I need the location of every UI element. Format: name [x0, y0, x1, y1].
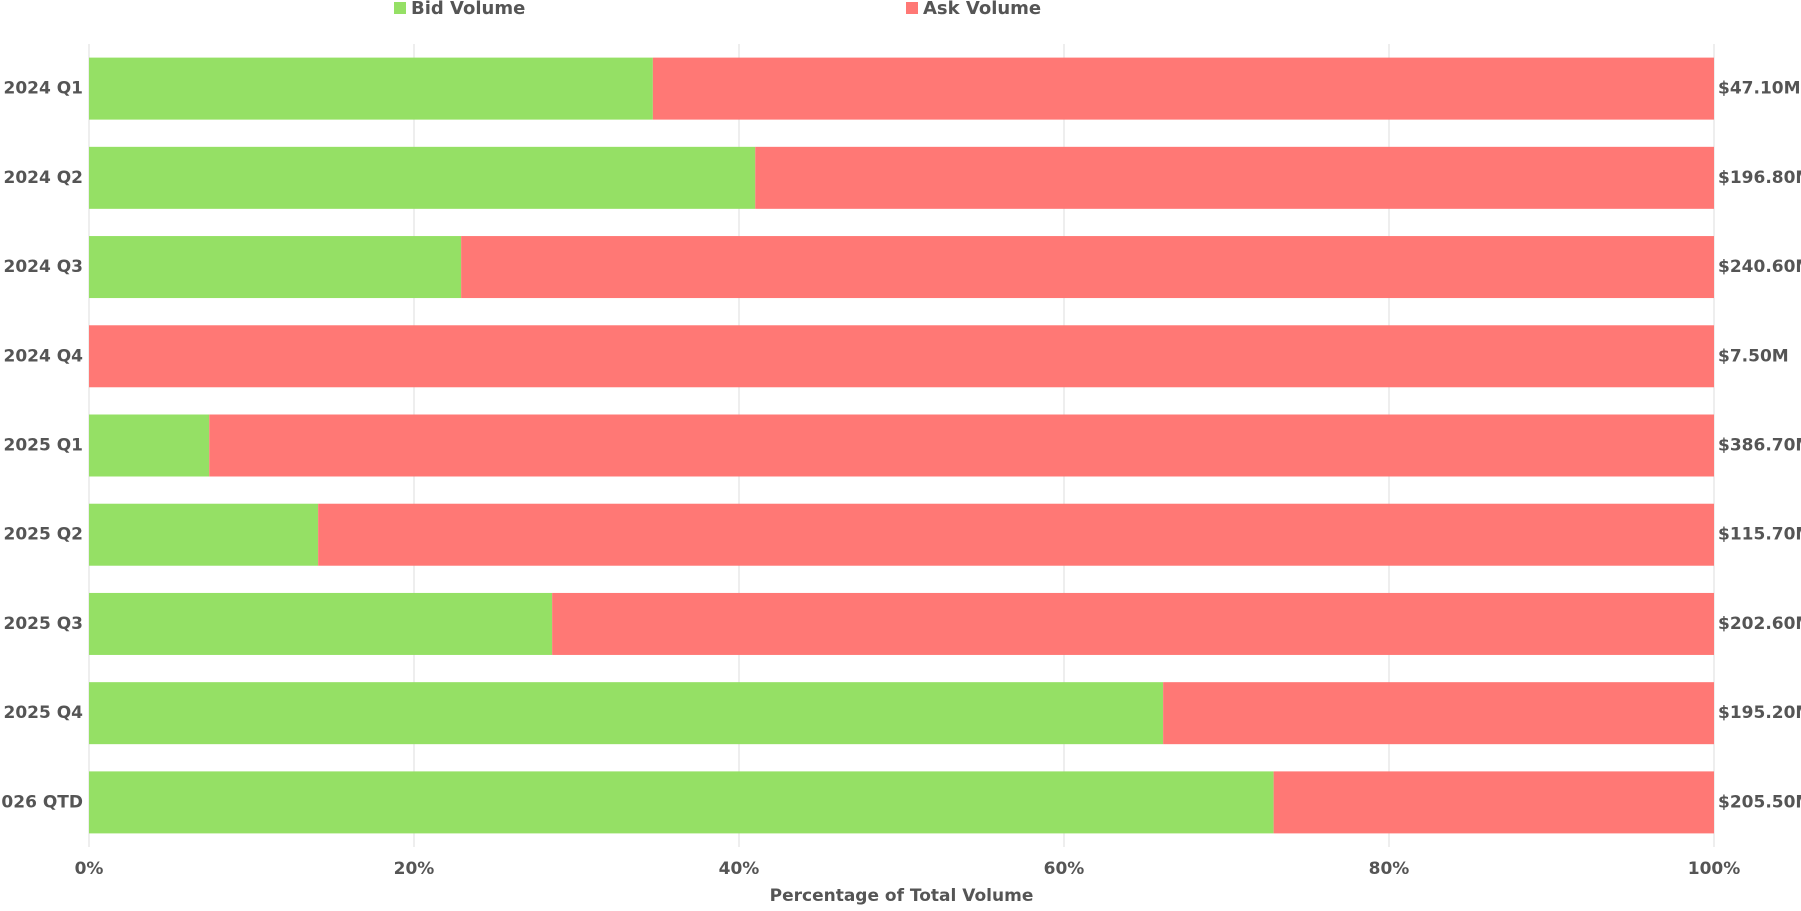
bar-bid-volume-2025-q1 [89, 414, 210, 477]
category-label-2026-qtd: 2026 QTD [0, 792, 83, 812]
legend-swatch-ask-volume [906, 2, 918, 14]
total-label-2024-q3: $240.60M [1718, 257, 1801, 277]
x-tick-label-80: 80% [1369, 859, 1410, 879]
bar-bid-volume-2025-q3 [89, 592, 553, 655]
x-axis-title: Percentage of Total Volume [770, 886, 1034, 906]
category-labels: 2024 Q1 2024 Q2 2024 Q3 2024 Q4 2025 Q1 2025 … [0, 79, 83, 813]
total-label-2024-q4: $7.50M [1718, 346, 1789, 366]
category-label-2025-q1: 2025 Q1 [3, 436, 83, 456]
legend-label-bid-volume: Bid Volume [411, 0, 525, 19]
bar-bid-volume-2024-q1 [89, 57, 653, 120]
total-label-2026-qtd: $205.50M [1718, 792, 1801, 812]
bar-ask-volume-2025-q3 [552, 592, 1714, 655]
bar-ask-volume-2026-qtd [1273, 771, 1714, 834]
category-label-2024-q1: 2024 Q1 [3, 79, 83, 99]
bar-ask-volume-2024-q4 [89, 325, 1714, 388]
bar-ask-volume-2024-q2 [755, 146, 1714, 209]
category-label-2024-q3: 2024 Q3 [3, 257, 83, 277]
total-label-2024-q1: $47.10M [1718, 79, 1801, 99]
total-label-2025-q4: $195.20M [1718, 703, 1801, 723]
legend-swatch-bid-volume [394, 2, 406, 14]
x-tick-label-0: 0% [75, 859, 104, 879]
category-label-2025-q2: 2025 Q2 [3, 525, 83, 545]
x-tick-label-20: 20% [394, 859, 435, 879]
total-label-2024-q2: $196.80M [1718, 168, 1801, 188]
bar-bid-volume-2024-q3 [89, 236, 462, 299]
total-label-2025-q1: $386.70M [1718, 436, 1801, 456]
x-tick-label-60: 60% [1044, 859, 1085, 879]
bar-bid-volume-2025-q4 [89, 682, 1164, 745]
x-tick-label-40: 40% [719, 859, 760, 879]
bars [89, 57, 1714, 834]
bar-bid-volume-2025-q2 [89, 503, 319, 566]
bar-ask-volume-2025-q2 [318, 503, 1714, 566]
bar-ask-volume-2025-q1 [209, 414, 1714, 477]
category-label-2025-q4: 2025 Q4 [3, 703, 83, 723]
category-label-2025-q3: 2025 Q3 [3, 614, 83, 634]
bar-ask-volume-2025-q4 [1163, 682, 1714, 745]
total-label-2025-q2: $115.70M [1718, 525, 1801, 545]
legend-label-ask-volume: Ask Volume [923, 0, 1041, 19]
total-labels: $47.10M $196.80M $240.60M $7.50M $386.70M $11… [1718, 79, 1801, 813]
x-axis-ticks: 0% 20% 40% 60% 80% 100% [75, 859, 1741, 879]
bar-ask-volume-2024-q1 [652, 57, 1714, 120]
bar-bid-volume-2026-qtd [89, 771, 1274, 834]
category-label-2024-q2: 2024 Q2 [3, 168, 83, 188]
x-tick-label-100: 100% [1688, 859, 1741, 879]
bar-ask-volume-2024-q3 [461, 236, 1714, 299]
legend: Bid Volume Ask Volume [394, 0, 1041, 19]
bar-bid-volume-2024-q2 [89, 146, 756, 209]
total-label-2025-q3: $202.60M [1718, 614, 1801, 634]
category-label-2024-q4: 2024 Q4 [3, 346, 83, 366]
